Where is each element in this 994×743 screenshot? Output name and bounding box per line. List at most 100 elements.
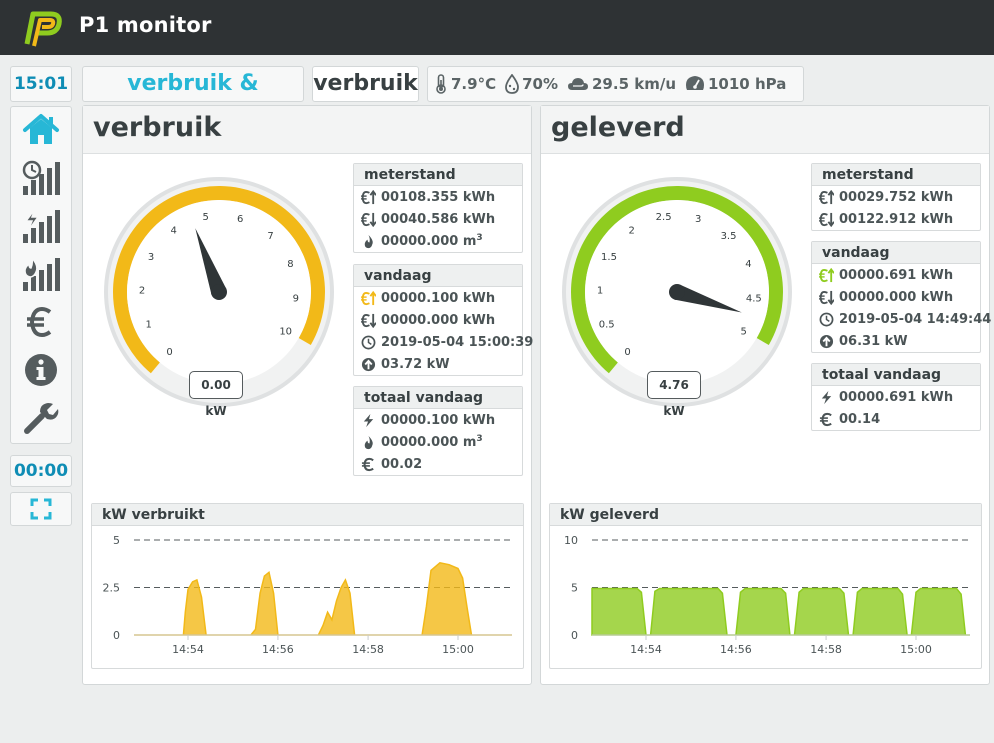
verbruik-gauge-tick-label: 10 (279, 327, 292, 338)
verbruik-gauge-readout: 0.00 kW (189, 371, 243, 418)
card-title: meterstand (812, 164, 980, 186)
stat-line: 06.31 kW (812, 330, 980, 352)
sidebar-item-gas[interactable] (17, 253, 65, 295)
geleverd-x-tick-label: 14:54 (630, 643, 662, 656)
tab-verbruik[interactable]: verbruik (312, 66, 419, 102)
weather-wind: 29.5 km/u (567, 75, 676, 93)
geleverd-gauge-tick-label: 4 (745, 259, 751, 270)
verbruik-title: verbruik (93, 112, 222, 143)
verbruik-gauge-tick-label: 8 (287, 259, 293, 270)
home-icon (23, 114, 59, 144)
stat-line: 00122.912 kWh (812, 208, 980, 230)
geleverd-y-tick-label: 0 (571, 629, 578, 642)
stat-line: 2019-05-04 14:49:44 (812, 308, 991, 330)
info-icon (25, 354, 57, 386)
top-bar: P1 monitor (0, 0, 994, 55)
stat-line: 00000.691 kWh (812, 264, 980, 286)
tab-verbruik-levering[interactable]: verbruik & levering (82, 66, 304, 129)
stat-line: 00000.100 kWh (354, 409, 522, 431)
euro-icon (27, 306, 52, 338)
card-title: vandaag (812, 242, 980, 264)
geleverd-x-tick-label: 14:56 (720, 643, 752, 656)
euro-up-icon (819, 267, 834, 282)
stat-value: 00040.586 kWh (381, 211, 496, 227)
geleverd-gauge: 0 0.5 1 1.5 2 2.5 3 3.5 4 4.5 5 (562, 177, 792, 407)
app-title: P1 monitor (79, 13, 212, 37)
stat-line: 00000.100 kWh (354, 287, 522, 309)
sidebar-nav (10, 106, 72, 444)
stat-value: 00000.100 kWh (381, 290, 496, 306)
p1-logo-icon (24, 11, 62, 47)
geleverd-gauge-tick-label: 0 (624, 347, 630, 358)
gas-bars-icon (23, 256, 60, 291)
euro-down-icon (361, 212, 376, 227)
stat-value: 00108.355 kWh (381, 189, 496, 205)
fullscreen-button[interactable] (10, 492, 72, 526)
geleverd-x-tick-label: 15:00 (900, 643, 932, 656)
stat-line: 00.02 (354, 453, 522, 475)
euro-up-icon (361, 189, 376, 204)
geleverd-gauge-tick-label: 2 (629, 226, 635, 237)
geleverd-panel-header: geleverd (541, 106, 989, 154)
verbruik-gauge-band (113, 186, 325, 374)
weather-humidity: 70% (505, 74, 558, 94)
card-title: vandaag (354, 265, 522, 287)
verbruik-y-tick-label: 0 (113, 629, 120, 642)
clock-display: 15:01 (10, 66, 72, 102)
geleverd-gauge-tick-label: 4.5 (746, 293, 762, 304)
sidebar-item-info[interactable] (17, 349, 65, 391)
geleverd-meterstand-card: meterstand 00029.752 kWh 00122.912 kWh (811, 163, 981, 231)
verbruik-gauge-tick-label: 9 (293, 293, 299, 304)
stat-line: 00.14 (812, 408, 980, 430)
geleverd-x-tick-label: 14:58 (810, 643, 842, 656)
stat-value: 00000.000 m (381, 233, 477, 249)
stat-value: 00000.691 kWh (839, 389, 954, 405)
geleverd-gauge-tick-label: 5 (740, 327, 746, 338)
verbruik-y-tick-label: 2.5 (103, 582, 121, 595)
geleverd-gauge-band (571, 186, 783, 374)
stat-line: 00000.691 kWh (812, 386, 980, 408)
bolt-icon (821, 390, 832, 404)
sidebar-item-history[interactable] (17, 157, 65, 199)
wind-value: 29.5 km/u (592, 75, 676, 93)
verbruik-chart-card: kW verbruikt 0 2.5 5 14:54 14:56 14:58 15:00 (91, 503, 524, 669)
verbruik-gauge-needle (195, 228, 227, 295)
wrench-icon (24, 403, 59, 434)
expand-icon (30, 498, 52, 520)
stat-value: 00.14 (839, 411, 881, 427)
verbruik-x-tick-label: 14:54 (172, 643, 204, 656)
geleverd-totaal-card: totaal vandaag 00000.691 kWh 00.14 (811, 363, 981, 431)
stat-value: 00000.000 m (381, 434, 477, 450)
weather-pressure: 1010 hPa (685, 75, 786, 93)
chart-title: kW verbruikt (92, 504, 523, 526)
euro-icon (819, 412, 832, 426)
verbruik-gauge-hub (211, 284, 227, 300)
arrow-up-circle-icon (819, 334, 834, 348)
verbruik-chart: 0 2.5 5 14:54 14:56 14:58 15:00 (103, 534, 512, 656)
geleverd-title: geleverd (551, 112, 685, 143)
stat-line: 00040.586 kWh (354, 208, 522, 230)
sidebar-item-power[interactable] (17, 205, 65, 247)
stat-value: 2019-05-04 15:00:39 (381, 334, 534, 350)
stat-value: 03.72 kW (381, 356, 450, 372)
clock-icon (361, 335, 376, 349)
temperature-value: 7.9°C (451, 75, 497, 93)
stat-value: 00029.752 kWh (839, 189, 954, 205)
clock-bars-icon (22, 160, 60, 195)
verbruik-x-tick-label: 15:00 (442, 643, 474, 656)
sidebar-item-settings[interactable] (17, 397, 65, 439)
verbruik-vandaag-card: vandaag 00000.100 kWh 00000.000 kWh 2019-0… (353, 264, 533, 376)
card-title: meterstand (354, 164, 522, 186)
verbruik-gauge: 0 1 2 3 4 5 6 7 8 9 10 (104, 177, 334, 407)
flame-icon (364, 234, 373, 248)
sidebar-item-costs[interactable] (17, 301, 65, 343)
stat-value: 00000.691 kWh (839, 267, 954, 283)
stat-value: 00.02 (381, 456, 423, 472)
card-title: totaal vandaag (354, 387, 522, 409)
euro-down-icon (819, 290, 834, 305)
sidebar-item-home[interactable] (17, 109, 65, 151)
card-title: totaal vandaag (812, 364, 980, 386)
